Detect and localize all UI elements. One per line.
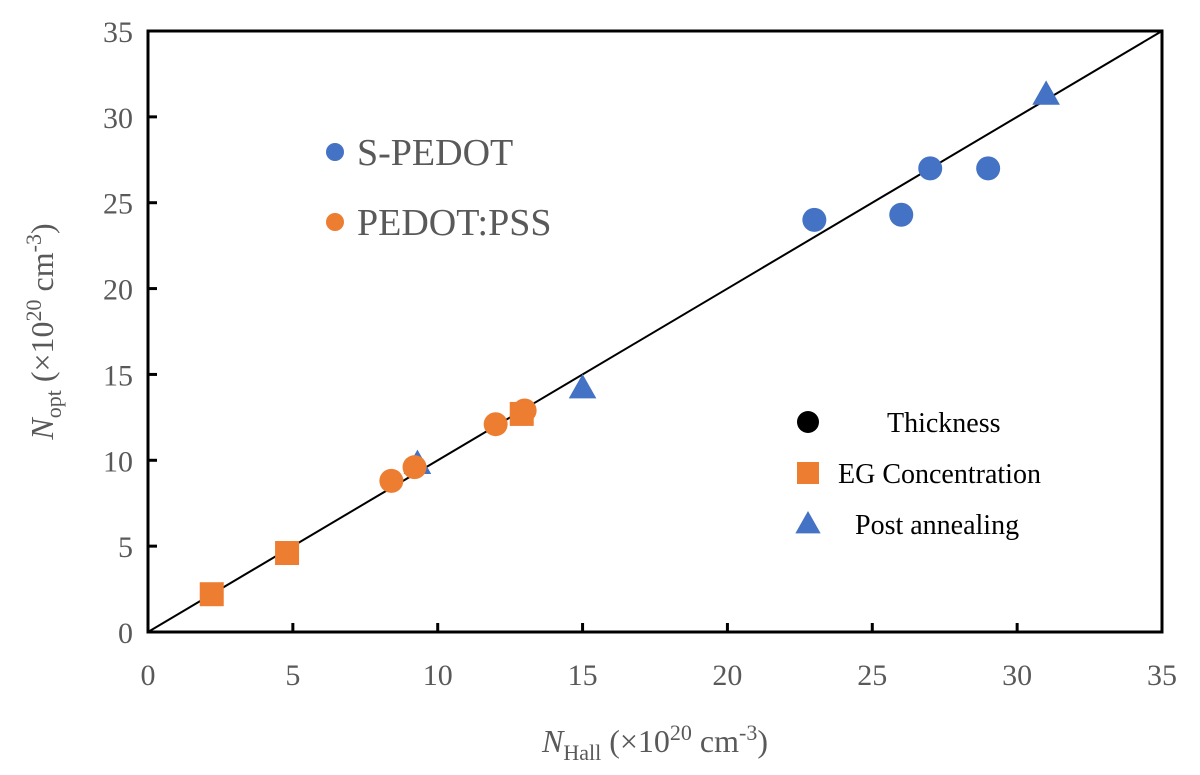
data-point-square xyxy=(275,541,300,566)
data-point-square xyxy=(199,582,224,607)
method-legend-label: Thickness xyxy=(887,408,1001,439)
reference-line xyxy=(147,30,1163,633)
data-point-square xyxy=(509,401,534,426)
x-tick-label: 10 xyxy=(423,659,453,692)
method-legend-marker xyxy=(795,511,821,534)
method-legend-label: EG Concentration xyxy=(838,459,1041,490)
data-point-triangle xyxy=(568,374,597,399)
y-tick-label: 35 xyxy=(103,16,133,49)
x-tick-label: 20 xyxy=(712,659,742,692)
y-tick-label: 25 xyxy=(103,188,133,221)
x-tick-label: 35 xyxy=(1147,659,1177,692)
data-point-circle xyxy=(889,202,914,227)
x-axis-title: NHall (×1020 cm-3) xyxy=(541,720,768,765)
plot-frame xyxy=(146,29,1164,634)
data-point-circle xyxy=(379,468,404,493)
material-legend-label: S-PEDOT xyxy=(357,132,513,174)
data-point-circle xyxy=(918,156,943,181)
material-legend-marker xyxy=(326,213,344,231)
y-tick-label: 10 xyxy=(103,445,133,478)
method-legend-marker xyxy=(797,411,819,433)
data-point-triangle xyxy=(1032,80,1060,105)
data-markers-layer xyxy=(199,80,1060,607)
data-point-circle xyxy=(402,455,427,480)
reference-line-layer xyxy=(147,30,1163,633)
y-tick-label: 20 xyxy=(103,274,133,307)
material-legend-label: PEDOT:PSS xyxy=(357,202,552,244)
y-axis-title: Nopt (×1020 cm-3) xyxy=(21,223,66,440)
y-tick-label: 5 xyxy=(118,531,133,564)
y-tick-label: 0 xyxy=(118,617,133,650)
data-point-circle xyxy=(483,412,508,437)
data-point-circle xyxy=(976,156,1001,181)
material-legend-marker xyxy=(326,143,344,161)
x-tick-label: 15 xyxy=(568,659,598,692)
method-legend: Thickness EG Concentration Post annealing xyxy=(795,408,1041,541)
x-tick-label: 5 xyxy=(285,659,300,692)
material-legend: S-PEDOT PEDOT:PSS xyxy=(326,132,552,244)
x-tick-label: 25 xyxy=(857,659,887,692)
ticks-layer: 0 5 10 15 20 25 30 35 0 5 10 15 20 25 30 35 xyxy=(103,16,1177,692)
method-legend-label: Post annealing xyxy=(855,510,1019,541)
x-tick-label: 30 xyxy=(1002,659,1032,692)
data-point-circle xyxy=(802,207,827,232)
y-tick-label: 15 xyxy=(103,359,133,392)
y-tick-label: 30 xyxy=(103,102,133,135)
method-legend-marker xyxy=(797,462,819,484)
x-tick-label: 0 xyxy=(141,659,156,692)
